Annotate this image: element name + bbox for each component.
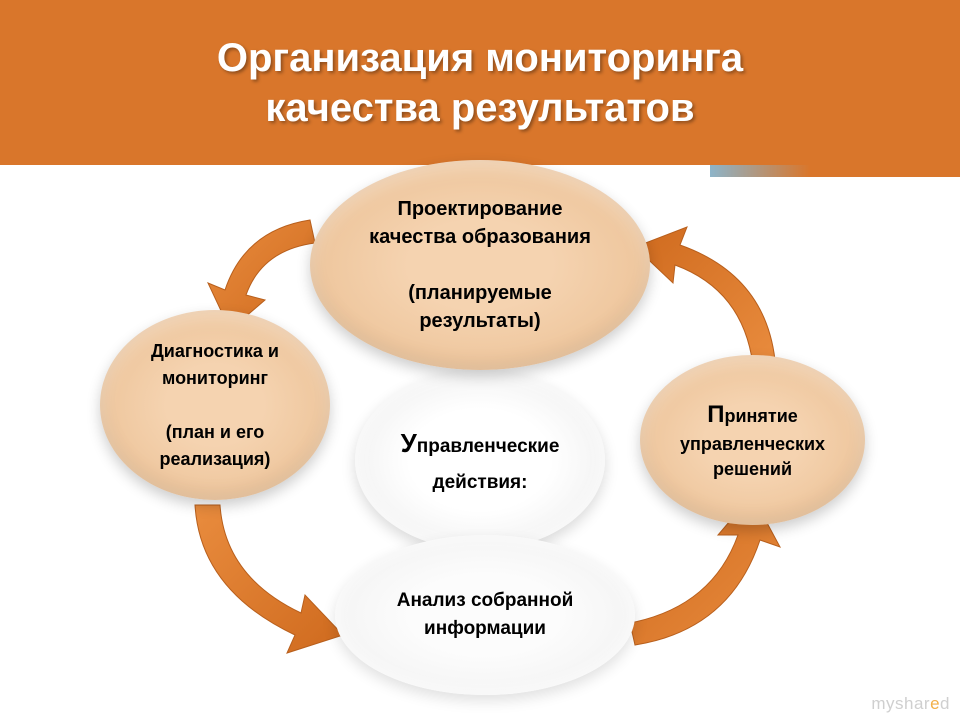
title-line-1: Организация мониторинга bbox=[217, 36, 743, 80]
right-line2: управленческих bbox=[680, 434, 825, 454]
center-big-letter: У bbox=[401, 428, 417, 458]
center-line1: правленческие bbox=[417, 436, 560, 457]
node-right: Принятие управленческих решений bbox=[640, 355, 865, 525]
right-line1: ринятие bbox=[724, 406, 797, 426]
top-line1: Проектирование bbox=[397, 198, 562, 220]
watermark-p3: d bbox=[940, 694, 950, 713]
node-left: Диагностика и мониторинг (план и его реа… bbox=[100, 310, 330, 500]
center-line2: действия: bbox=[433, 472, 528, 493]
left-line1: Диагностика и bbox=[151, 341, 279, 361]
top-line4: результаты) bbox=[419, 310, 540, 332]
bottom-line1: Анализ собранной bbox=[397, 590, 574, 611]
top-line3: (планируемые bbox=[408, 282, 552, 304]
node-bottom: Анализ собранной информации bbox=[335, 535, 635, 695]
right-line3: решений bbox=[713, 459, 792, 479]
bottom-line2: информации bbox=[424, 618, 546, 639]
cycle-diagram: Управленческие действия: Проектирование … bbox=[0, 165, 960, 720]
left-line3: (план и его bbox=[166, 422, 265, 442]
header-banner: Организация мониторинга качества результ… bbox=[0, 0, 960, 165]
node-top: Проектирование качества образования (пла… bbox=[310, 160, 650, 370]
arrow-right-to-top bbox=[635, 225, 795, 375]
page-title: Организация мониторинга качества результ… bbox=[217, 33, 743, 133]
top-line2: качества образования bbox=[369, 226, 591, 248]
right-big-letter: П bbox=[707, 401, 724, 428]
left-line4: реализация) bbox=[160, 449, 271, 469]
title-line-2: качества результатов bbox=[265, 86, 694, 130]
left-line2: мониторинг bbox=[162, 368, 268, 388]
arrow-left-to-bottom bbox=[175, 495, 355, 665]
watermark-p1: myshar bbox=[871, 694, 930, 713]
watermark: myshared bbox=[871, 694, 950, 714]
watermark-p2: e bbox=[930, 694, 940, 713]
node-center: Управленческие действия: bbox=[355, 370, 605, 550]
